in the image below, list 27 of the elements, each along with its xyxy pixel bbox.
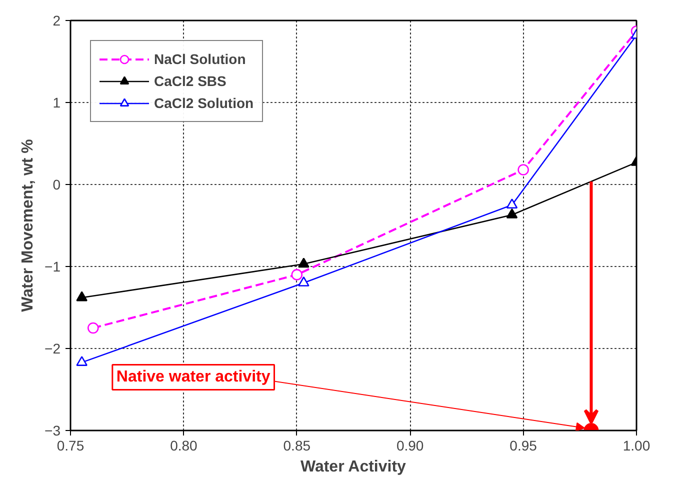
x-tick-label: 0.85 (283, 438, 311, 454)
point (76, 356, 88, 366)
point (87, 322, 99, 334)
point (298, 258, 310, 268)
legend-label: CaCl2 SBS (154, 73, 226, 89)
legend-label: NaCl Solution (154, 51, 246, 67)
annotation: Native water activity (116, 368, 270, 386)
point (291, 269, 303, 280)
x-tick-label: 0.80 (170, 438, 198, 454)
point (506, 208, 518, 218)
y-tick-label: −2 (44, 340, 61, 356)
y-tick-label: −1 (44, 258, 61, 274)
y-tick-label: 0 (52, 176, 61, 192)
y-tick-label: −3 (44, 422, 61, 438)
x-tick-label: 0.75 (56, 438, 84, 454)
point (76, 291, 88, 302)
y-axis-title: Water Movement, wt % (20, 139, 37, 312)
x-tick-label: 1.00 (622, 438, 650, 454)
y-tick-label: 2 (52, 12, 61, 28)
y-tick-label: 1 (52, 94, 61, 110)
legend-label: CaCl2 Solution (154, 95, 254, 111)
x-tick-label: 0.95 (510, 438, 538, 454)
point (298, 276, 310, 286)
point (518, 164, 529, 176)
x-tick-label: 0.90 (396, 438, 424, 454)
point (506, 198, 518, 209)
x-axis-title: Water Activity (300, 458, 406, 476)
